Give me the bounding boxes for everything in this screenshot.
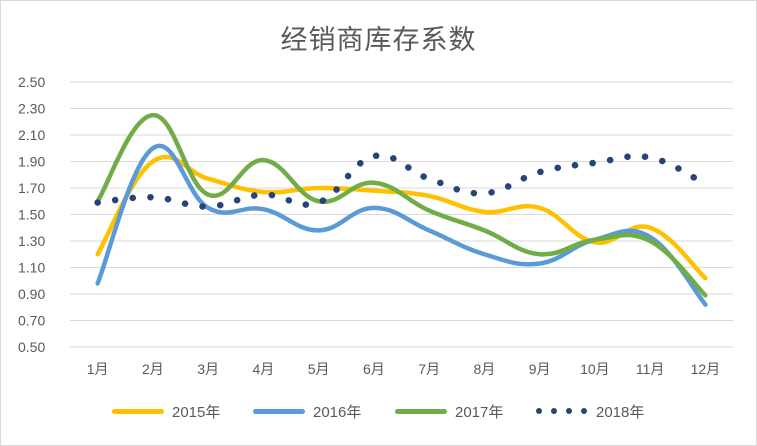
x-tick-label-2: 3月 — [197, 361, 219, 377]
legend-swatch-2017 — [395, 408, 447, 414]
legend-label-2017: 2017年 — [455, 403, 504, 421]
y-tick-label-9: 2.30 — [18, 101, 45, 117]
y-tick-label-0: 0.50 — [18, 339, 45, 355]
y-tick-label-5: 1.50 — [18, 207, 45, 223]
legend-swatch-2015 — [112, 408, 164, 414]
x-tick-label-0: 1月 — [87, 361, 109, 377]
legend-label-2016: 2016年 — [313, 403, 362, 421]
y-tick-label-10: 2.50 — [18, 74, 45, 90]
chart-legend: 2015年 2016年 2017年 2018年 — [0, 398, 757, 424]
series-line-3 — [94, 152, 709, 210]
y-tick-label-4: 1.30 — [18, 233, 45, 249]
legend-item-2017: 2017年 — [395, 398, 503, 424]
legend-item-2016: 2016年 — [253, 398, 361, 424]
x-tick-label-1: 2月 — [142, 361, 164, 377]
x-tick-label-11: 12月 — [691, 361, 721, 377]
legend-swatch-2018 — [536, 408, 588, 414]
y-tick-label-1: 0.70 — [18, 313, 45, 329]
y-tick-label-6: 1.70 — [18, 180, 45, 196]
legend-item-2018: 2018年 — [536, 398, 644, 424]
series-line-2 — [95, 112, 708, 298]
x-tick-label-4: 5月 — [308, 361, 330, 377]
legend-label-2018: 2018年 — [596, 403, 645, 421]
x-tick-label-6: 7月 — [418, 361, 440, 377]
x-tick-label-10: 11月 — [636, 361, 665, 377]
x-tick-label-5: 6月 — [363, 361, 385, 377]
y-tick-label-2: 0.90 — [18, 286, 45, 302]
x-tick-label-7: 8月 — [473, 361, 495, 377]
chart-title: 经销商库存系数 — [280, 25, 477, 56]
legend-swatch-2016 — [253, 408, 305, 414]
legend-label-2015: 2015年 — [172, 403, 221, 421]
x-tick-label-8: 9月 — [529, 361, 551, 377]
y-tick-label-3: 1.10 — [18, 260, 45, 276]
y-tick-label-7: 1.90 — [18, 154, 45, 170]
y-tick-label-8: 2.10 — [18, 127, 45, 143]
x-tick-label-3: 4月 — [252, 361, 274, 377]
legend-item-2015: 2015年 — [112, 398, 220, 424]
x-tick-label-9: 10月 — [580, 361, 610, 377]
